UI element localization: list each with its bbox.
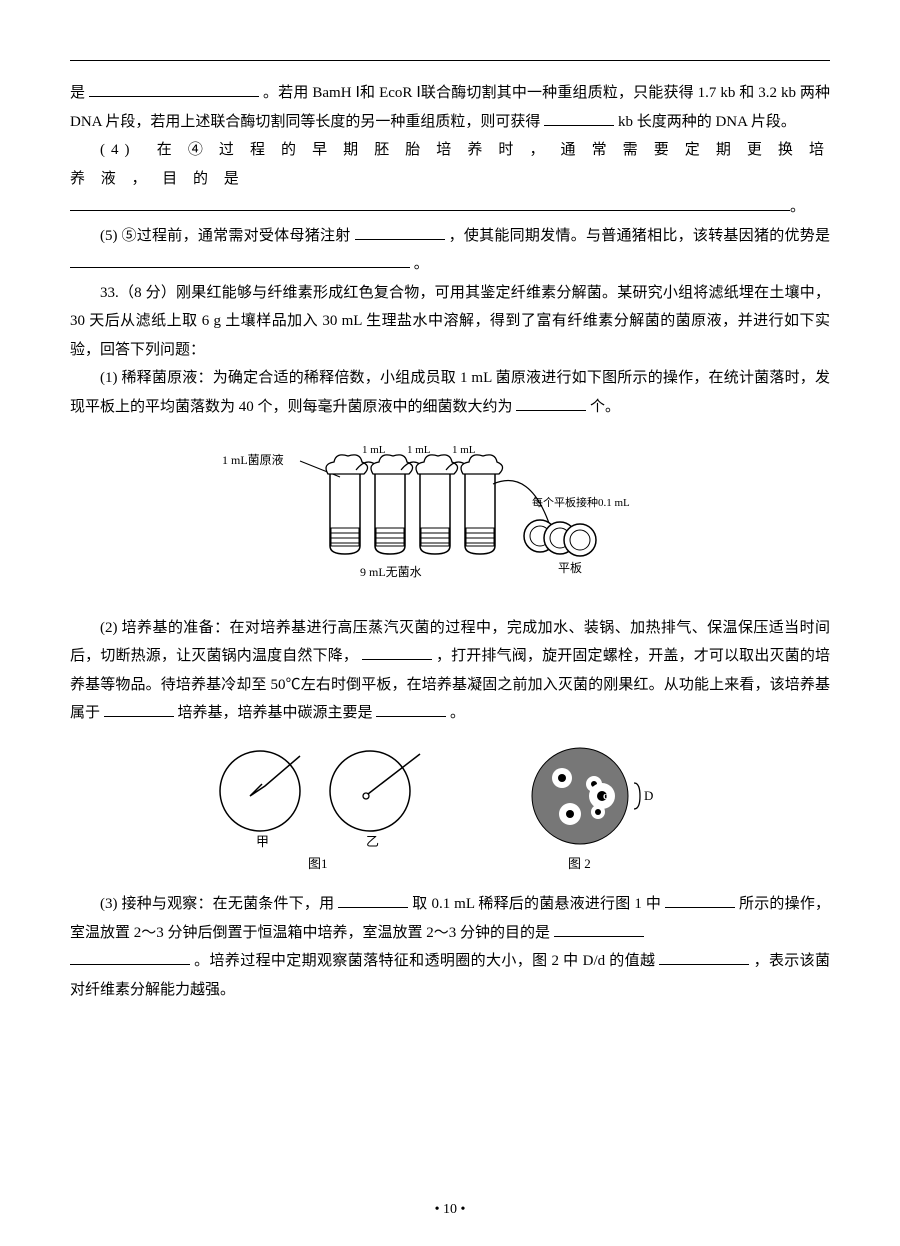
frag-line: 是 。若用 BamH Ⅰ和 EcoR Ⅰ联合酶切割其中一种重组质粒，只能获得 1…: [70, 79, 830, 136]
q5-c: 。: [414, 256, 429, 272]
dilution-svg: 1 mL菌原液 1 mL 1 mL 1 mL 9 mL无菌水 每个平板接种0.1 mL 平板: [210, 429, 690, 599]
blank-2: [544, 109, 614, 126]
blank-1: [89, 81, 259, 98]
svg-text:1 mL: 1 mL: [407, 444, 431, 456]
q33-3-b: 取 0.1 mL 稀释后的菌悬液进行图 1 中: [412, 896, 661, 912]
plates-svg: 甲 乙图1 d D 图 2: [190, 736, 710, 876]
q33-2-d: 。: [450, 705, 465, 721]
q33-head: 33.（8 分）刚果红能够与纤维素形成红色复合物，可用其鉴定纤维素分解菌。某研究…: [70, 279, 830, 365]
figure-dilution: 1 mL菌原液 1 mL 1 mL 1 mL 9 mL无菌水 每个平板接种0.1 mL 平板: [70, 429, 830, 610]
blank-q33-3b: [665, 892, 735, 909]
q33-2: (2) 培养基的准备：在对培养基进行高压蒸汽灭菌的过程中，完成加水、装锅、加热排…: [70, 614, 830, 728]
svg-text:1 mL: 1 mL: [362, 444, 386, 456]
q4-line: (4) 在 ④ 过 程 的 早 期 胚 胎 培 养 时 ， 通 常 需 要 定 …: [70, 136, 830, 193]
blank-q33-2c: [376, 701, 446, 718]
svg-text:平板: 平板: [558, 561, 582, 575]
q33-2-c: 培养基，培养基中碳源主要是: [178, 705, 373, 721]
blank-q33-2a: [362, 644, 432, 661]
svg-text:D: D: [644, 788, 653, 803]
svg-text:9 mL无菌水: 9 mL无菌水: [360, 565, 422, 579]
blank-q33-2b: [104, 701, 174, 718]
figure-plates: 甲 乙图1 d D 图 2: [70, 736, 830, 887]
page: 是 。若用 BamH Ⅰ和 EcoR Ⅰ联合酶切割其中一种重组质粒，只能获得 1…: [0, 0, 900, 1246]
q4-text: (4) 在 ④ 过 程 的 早 期 胚 胎 培 养 时 ， 通 常 需 要 定 …: [70, 142, 830, 187]
frag-pre: 是: [70, 85, 85, 101]
q5-b: ，使其能同期发情。与普通猪相比，该转基因猪的优势是: [449, 228, 830, 244]
q33-3: (3) 接种与观察：在无菌条件下，用 取 0.1 mL 稀释后的菌悬液进行图 1…: [70, 890, 830, 947]
blank-q33-3d: [70, 949, 190, 966]
svg-text:乙: 乙: [366, 834, 379, 849]
blank-q33-3a: [338, 892, 408, 909]
q33-1-a: (1) 稀释菌原液：为确定合适的稀释倍数，小组成员取 1 mL 菌原液进行如下图…: [70, 370, 830, 415]
q33-1-b: 个。: [590, 399, 620, 415]
blank-q4: [70, 195, 790, 212]
svg-text:每个平板接种0.1 mL: 每个平板接种0.1 mL: [532, 495, 630, 509]
blank-q33-1: [516, 394, 586, 411]
page-number: • 10 •: [0, 1197, 900, 1224]
svg-text:甲: 甲: [256, 834, 269, 849]
blank-q5b: [70, 252, 410, 269]
frag-tail: kb 长度两种的 DNA 片段。: [618, 114, 796, 130]
q5-a: (5) ⑤过程前，通常需对受体母猪注射: [100, 228, 351, 244]
q4-period: 。: [790, 199, 805, 215]
svg-text:图1: 图1: [308, 856, 328, 871]
blank-q33-3c: [554, 920, 644, 937]
svg-text:d: d: [603, 791, 609, 802]
q33-3-line2: 。培养过程中定期观察菌落特征和透明圈的大小，图 2 中 D/d 的值越 ，表示该…: [70, 947, 830, 1004]
q33-3-d: 。培养过程中定期观察菌落特征和透明圈的大小，图 2 中 D/d 的值越: [194, 953, 655, 969]
blank-q5a: [355, 223, 445, 240]
q33-3-a: (3) 接种与观察：在无菌条件下，用: [100, 896, 334, 912]
q4-blank-line: 。: [70, 193, 830, 222]
q5-line: (5) ⑤过程前，通常需对受体母猪注射 ，使其能同期发情。与普通猪相比，该转基因…: [70, 222, 830, 279]
top-rule: [70, 60, 830, 61]
blank-q33-3e: [659, 949, 749, 966]
svg-text:1 mL菌原液: 1 mL菌原液: [222, 452, 284, 467]
svg-text:1 mL: 1 mL: [452, 444, 476, 456]
q33-1: (1) 稀释菌原液：为确定合适的稀释倍数，小组成员取 1 mL 菌原液进行如下图…: [70, 364, 830, 421]
svg-text:图 2: 图 2: [568, 856, 591, 871]
